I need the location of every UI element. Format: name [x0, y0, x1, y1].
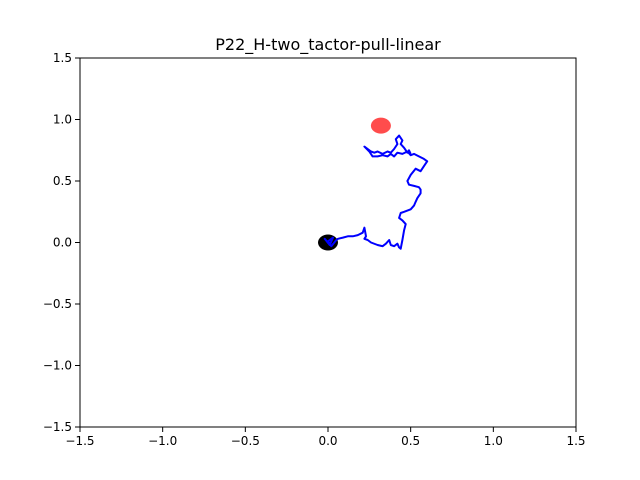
y-tick-label: −1.5 [43, 420, 72, 434]
y-axis: −1.5 −1.0 −0.5 0.0 0.5 1.0 1.5 [43, 51, 80, 434]
trajectory-line [323, 134, 429, 250]
y-tick-label: −1.0 [43, 359, 72, 373]
y-tick-label: 0.5 [53, 174, 72, 188]
y-tick-label: −0.5 [43, 297, 72, 311]
plot-area [318, 117, 429, 251]
x-tick-label: 0.0 [318, 434, 337, 448]
y-tick-label: 1.5 [53, 51, 72, 65]
x-tick-label: 1.5 [566, 434, 585, 448]
x-tick-label: −1.5 [65, 434, 94, 448]
target-marker [370, 117, 391, 134]
x-tick-label: −1.0 [148, 434, 177, 448]
x-tick-label: 1.0 [484, 434, 503, 448]
chart-title: P22_H-two_tactor-pull-linear [215, 35, 441, 55]
x-axis: −1.5 −1.0 −0.5 0.0 0.5 1.0 1.5 [65, 427, 586, 448]
x-tick-label: −0.5 [231, 434, 260, 448]
y-tick-label: 0.0 [53, 236, 72, 250]
x-tick-label: 0.5 [401, 434, 420, 448]
y-tick-label: 1.0 [53, 113, 72, 127]
